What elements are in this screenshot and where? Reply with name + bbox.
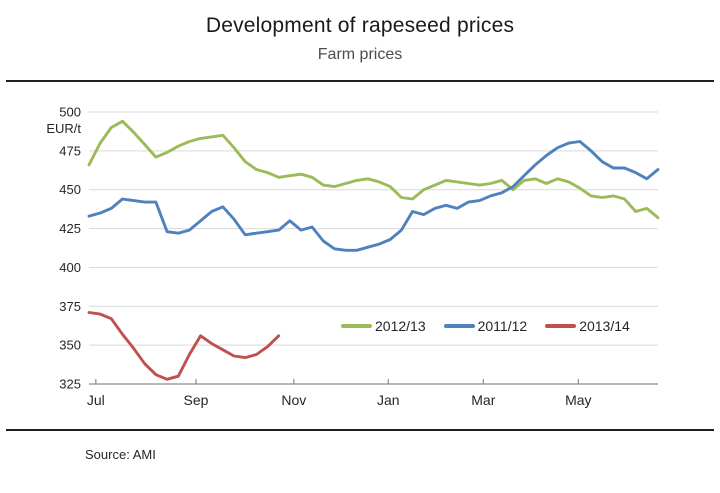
x-tick-label: May — [565, 392, 591, 408]
y-tick-label: 375 — [59, 299, 81, 314]
x-tick-label: Sep — [184, 392, 209, 408]
chart-legend: 2012/13 2011/12 2013/14 — [341, 318, 630, 334]
legend-item-2013-14: 2013/14 — [545, 318, 630, 334]
y-tick-label: 400 — [59, 260, 81, 275]
legend-swatch-blue — [443, 324, 475, 328]
legend-label: 2013/14 — [579, 318, 630, 334]
y-tick-label: 475 — [59, 143, 81, 158]
legend-swatch-red — [545, 324, 577, 328]
legend-label: 2012/13 — [375, 318, 426, 334]
top-divider — [6, 80, 714, 82]
y-tick-label: 425 — [59, 221, 81, 236]
series-line-1 — [87, 140, 660, 252]
x-tick-label: Jan — [377, 392, 400, 408]
y-tick-label: 350 — [59, 338, 81, 353]
legend-label: 2011/12 — [477, 318, 528, 334]
x-tick-label: Jul — [87, 392, 105, 408]
x-tick-label: Mar — [471, 392, 495, 408]
series-line-0 — [87, 119, 660, 220]
legend-item-2011-12: 2011/12 — [443, 318, 528, 334]
source-text: Source: AMI — [85, 447, 156, 462]
bottom-divider — [6, 429, 714, 431]
chart-subtitle: Farm prices — [317, 46, 403, 63]
legend-item-2012-13: 2012/13 — [341, 318, 426, 334]
y-tick-label: 325 — [59, 377, 81, 392]
y-axis-unit-label: EUR/t — [46, 121, 81, 136]
chart-svg: 500 475 450 425 400 375 350 325 EUR/t Jul Sep Nov Ja… — [46, 105, 660, 408]
x-tick-label: Nov — [281, 392, 306, 408]
chart-title: Development of rapeseed prices — [205, 14, 515, 37]
y-tick-label: 500 — [59, 105, 81, 120]
y-tick-label: 450 — [59, 182, 81, 197]
legend-swatch-green — [341, 324, 372, 328]
series-line-2 — [87, 311, 281, 381]
